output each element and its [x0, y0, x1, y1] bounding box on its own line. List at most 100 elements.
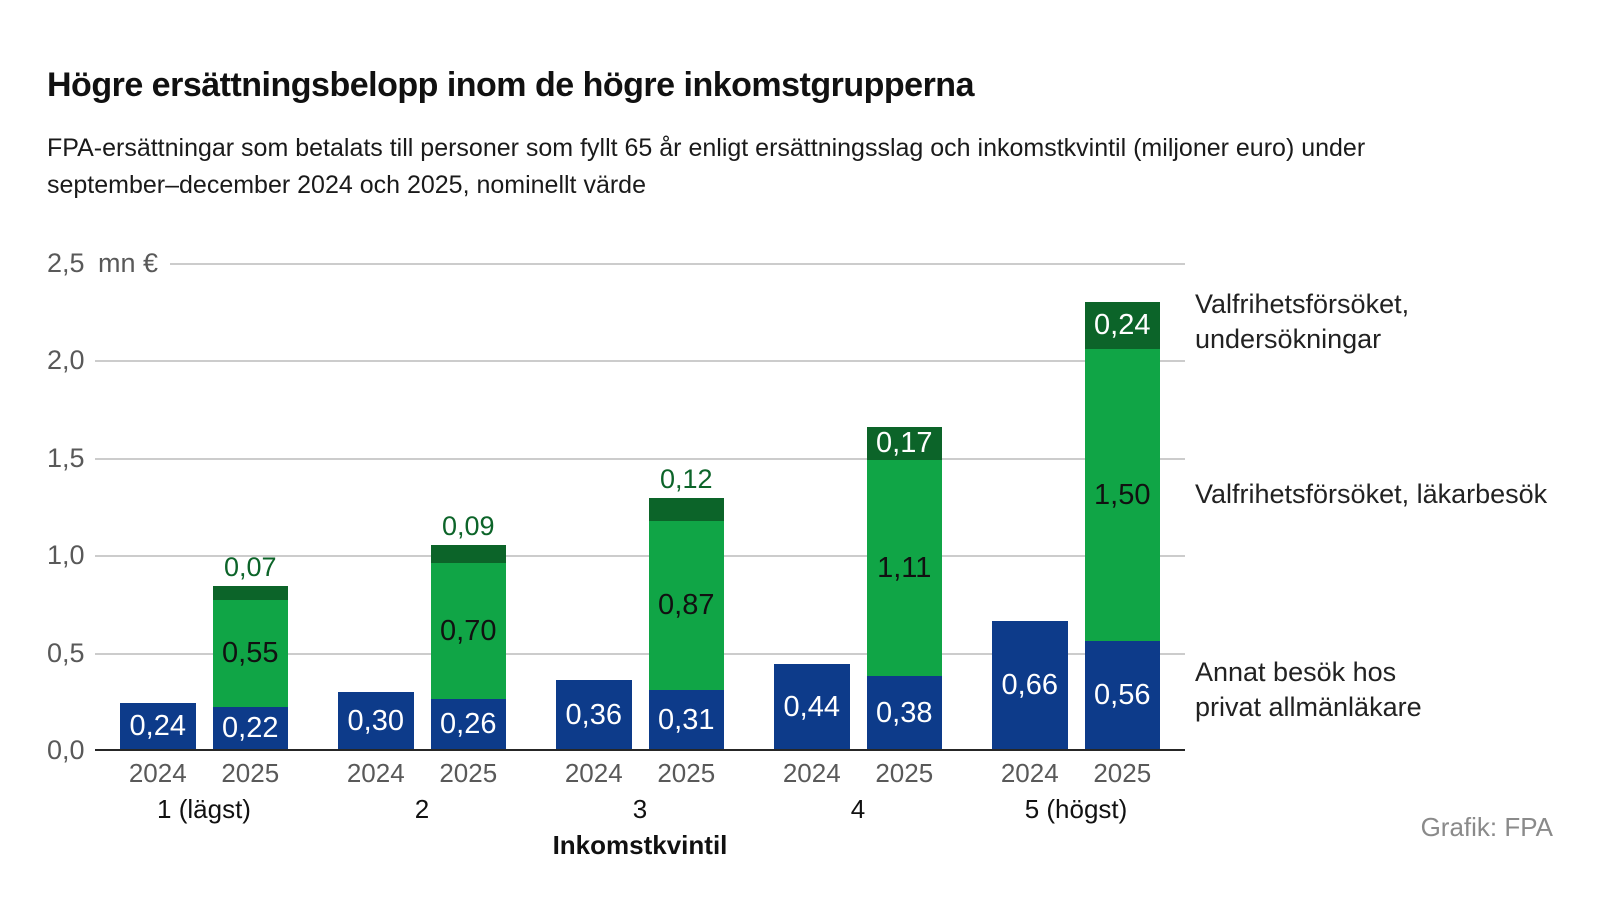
bar-segment: 0,70	[430, 563, 506, 699]
bar-group: 0,30 0,26 0,70 0,09	[338, 511, 506, 750]
year-label-row: 2024 2025 2024 2025 2024 2025 2024 2025 2024 2025	[95, 758, 1185, 789]
bar-segment: 0,24	[1084, 302, 1160, 349]
x-tick-year: 2025	[439, 758, 498, 788]
bar-segment: 0,24	[120, 703, 196, 750]
stacked-bar-2025: 0,22 0,55 0,07	[212, 552, 288, 750]
year-label-slot: 2024 2025	[774, 758, 942, 789]
bar-segment: 0,38	[866, 676, 942, 750]
bar-segment: 0,55	[212, 600, 288, 707]
year-label-slot: 2024 2025	[992, 758, 1160, 789]
bar-segment	[648, 498, 724, 521]
year-label-slot: 2024 2025	[556, 758, 724, 789]
bar-value-label: 0,56	[1094, 679, 1151, 711]
bar-value-label: 0,22	[222, 712, 279, 744]
bar-value-label: 0,36	[565, 698, 622, 731]
stacked-bar-2024: 0,36	[556, 680, 632, 750]
bar-segment: 0,17	[866, 427, 942, 460]
gridline	[95, 360, 1185, 362]
bar-value-label: 0,12	[659, 464, 713, 494]
group-label-row: 1 (lägst) 2 3 4 5 (högst)	[95, 794, 1185, 825]
page-title: Högre ersättningsbelopp inom de högre in…	[47, 66, 974, 104]
bar-segment: 0,22	[212, 707, 288, 750]
y-axis-unit: mn €	[98, 248, 159, 278]
bar-segment	[430, 545, 506, 563]
y-tick-label: 2,5	[47, 248, 85, 278]
group-label-slot: 2	[338, 794, 506, 825]
bar-value-label: 0,44	[783, 690, 840, 723]
stacked-bar-2025: 0,56 1,50 0,24	[1084, 302, 1160, 750]
x-group-label: 2	[414, 794, 430, 824]
x-axis-line	[95, 749, 1185, 751]
y-tick-label: 0,5	[47, 638, 85, 668]
bar-segment: 0,87	[648, 521, 724, 690]
x-group-label: 1 (lägst)	[157, 794, 251, 824]
y-tick-label: 0,0	[47, 735, 85, 765]
bar-segment: 1,50	[1084, 349, 1160, 641]
x-tick-year: 2024	[782, 758, 841, 788]
x-tick-year: 2025	[875, 758, 934, 788]
group-label-slot: 5 (högst)	[992, 794, 1160, 825]
gridline	[95, 458, 1185, 460]
bar-segment: 0,36	[556, 680, 632, 750]
stacked-bar-2024: 0,66	[992, 621, 1068, 750]
chart-subtitle: FPA-ersättningar som betalats till perso…	[47, 130, 1365, 204]
bar-value-label: 0,31	[658, 703, 715, 736]
bar-segment: 0,56	[1084, 641, 1160, 750]
legend-item-lakarbesok: Valfrihetsförsöket, läkarbesök	[1195, 479, 1548, 509]
bar-value-label: 0,24	[1094, 309, 1151, 341]
bar-segment: 1,11	[866, 460, 942, 676]
bar-groups: 0,24 0,22 0,55 0,07 0,30 0,26 0,70 0,09 0,36 0,31…	[95, 263, 1185, 750]
bar-value-label: 0,55	[222, 637, 279, 669]
bar-group: 0,36 0,31 0,87 0,12	[556, 464, 724, 750]
gridline	[95, 653, 1185, 655]
gridline	[95, 555, 1185, 557]
bar-value-label: 0,26	[440, 708, 497, 740]
bar-value-label: 0,09	[441, 511, 495, 541]
plot-area: mn € 0,24 0,22 0,55 0,07 0,30 0,26 0,70 0,09 0,3…	[47, 248, 1185, 765]
group-label-slot: 1 (lägst)	[120, 794, 288, 825]
x-axis-title: Inkomstkvintil	[552, 830, 728, 860]
x-tick-year: 2024	[346, 758, 405, 788]
x-tick-year: 2024	[1000, 758, 1059, 788]
subtitle-line-1: FPA-ersättningar som betalats till perso…	[47, 134, 1366, 162]
x-group-label: 5 (högst)	[1024, 794, 1128, 824]
bar-value-label: 1,50	[1094, 478, 1151, 511]
bar-value-label: 0,66	[1001, 669, 1058, 701]
legend-item-annat-besok: Annat besök hos privat allmänläkare	[1195, 657, 1422, 722]
y-tick-label: 1,0	[47, 540, 85, 570]
x-tick-year: 2025	[221, 758, 280, 788]
x-group-label: 4	[850, 794, 866, 824]
year-label-slot: 2024 2025	[120, 758, 288, 789]
bar-segment: 0,66	[992, 621, 1068, 750]
bar-value-label: 0,30	[347, 704, 404, 737]
bar-value-label: 0,87	[658, 589, 715, 621]
bar-value-label: 1,11	[877, 551, 932, 584]
bar-group: 0,66 0,56 1,50 0,24	[992, 302, 1160, 750]
x-tick-year: 2025	[1093, 758, 1152, 788]
stacked-bar-2025: 0,38 1,11 0,17	[866, 427, 942, 750]
bar-value-label: 0,70	[440, 614, 497, 647]
x-tick-year: 2025	[657, 758, 716, 788]
y-tick-label: 2,0	[47, 345, 85, 375]
bar-value-label: 0,38	[876, 696, 933, 729]
group-label-slot: 3	[556, 794, 724, 825]
bar-value-label: 0,07	[223, 552, 277, 582]
bar-value-label: 0,24	[129, 710, 186, 742]
y-tick-label: 1,5	[47, 443, 85, 473]
stacked-bar-2025: 0,26 0,70 0,09	[430, 511, 506, 750]
bar-segment: 0,31	[648, 690, 724, 750]
credit-text: Grafik: FPA	[1420, 812, 1553, 842]
legend-item-undersokningar: Valfrihetsförsöket, undersökningar	[1195, 289, 1410, 354]
year-label-slot: 2024 2025	[338, 758, 506, 789]
bar-value-label: 0,17	[876, 427, 933, 459]
stacked-bar-2024: 0,24	[120, 703, 196, 750]
subtitle-line-2: september–december 2024 och 2025, nomine…	[47, 171, 646, 199]
stacked-bar-2024: 0,30	[338, 692, 414, 750]
stacked-bar-2025: 0,31 0,87 0,12	[648, 464, 724, 750]
stacked-bar-2024: 0,44	[774, 664, 850, 750]
bar-group: 0,24 0,22 0,55 0,07	[120, 552, 288, 750]
gridline	[170, 263, 1185, 265]
x-tick-year: 2024	[564, 758, 623, 788]
bar-segment: 0,44	[774, 664, 850, 750]
